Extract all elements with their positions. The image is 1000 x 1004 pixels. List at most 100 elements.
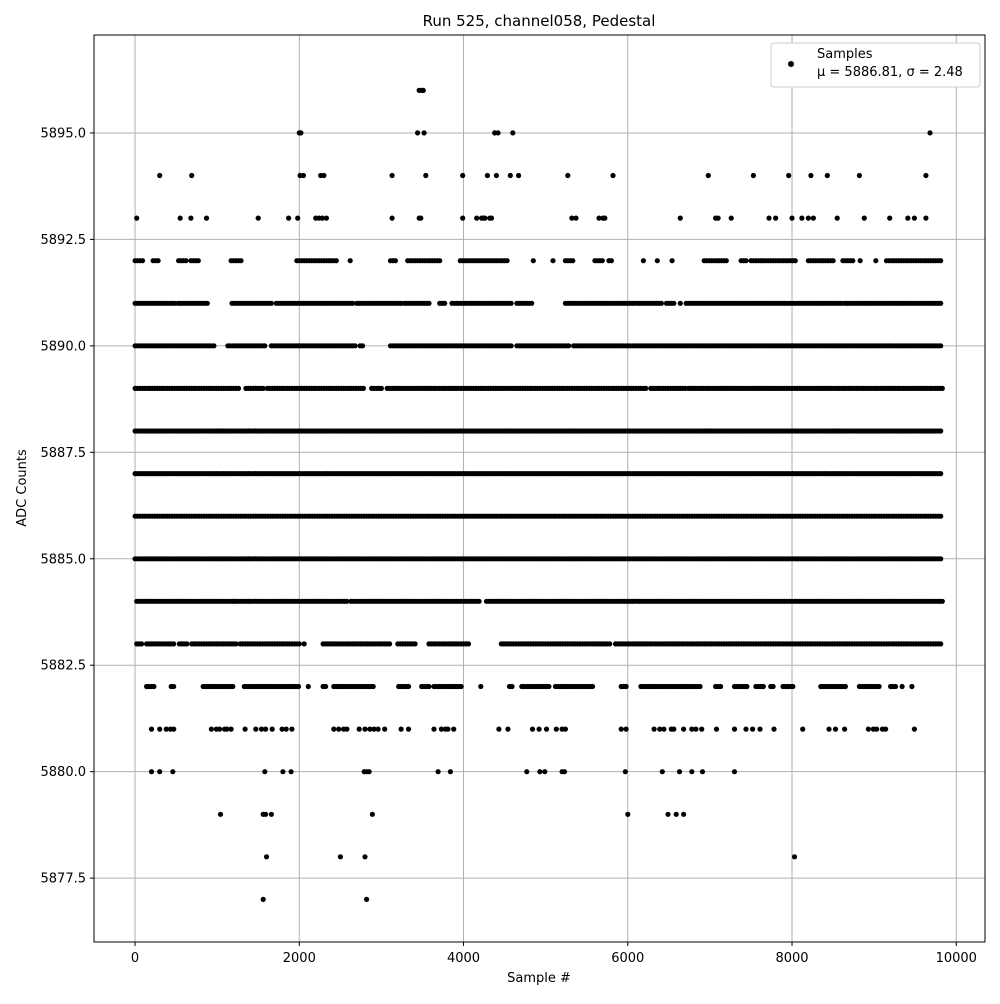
- data-point: [589, 683, 596, 690]
- plot-frame: [93, 34, 986, 943]
- legend-box: [770, 42, 981, 88]
- data-point: [482, 215, 488, 221]
- data-point: [507, 172, 513, 179]
- data-point: [728, 215, 734, 221]
- data-point: [530, 258, 536, 264]
- data-point: [157, 769, 163, 775]
- data-point: [269, 726, 275, 732]
- data-point: [622, 769, 628, 775]
- data-point: [873, 258, 879, 264]
- data-point: [366, 769, 372, 775]
- data-point: [938, 641, 944, 647]
- data-point: [435, 769, 441, 775]
- data-point: [323, 215, 329, 221]
- data-point: [697, 683, 703, 690]
- data-point: [677, 215, 683, 221]
- data-point: [224, 726, 230, 732]
- data-point: [602, 215, 608, 221]
- data-point: [659, 769, 665, 775]
- data-point: [792, 258, 798, 264]
- data-point: [389, 172, 395, 179]
- data-point: [938, 556, 944, 562]
- data-point: [460, 172, 466, 179]
- y-tick-label: 5877.5: [41, 872, 87, 887]
- y-tick-label: 5885.0: [41, 552, 87, 567]
- data-point: [892, 683, 899, 690]
- data-point: [671, 300, 677, 306]
- data-point: [420, 87, 426, 93]
- data-point: [731, 769, 738, 775]
- data-point: [625, 811, 631, 817]
- data-point: [389, 215, 395, 221]
- data-point: [496, 726, 502, 732]
- data-point: [321, 172, 327, 179]
- data-point: [618, 726, 624, 732]
- data-point: [279, 726, 285, 732]
- data-point: [771, 726, 777, 732]
- data-point: [171, 641, 177, 647]
- data-point: [344, 598, 350, 604]
- data-point: [842, 683, 849, 690]
- data-point: [493, 172, 499, 179]
- data-point: [665, 811, 671, 817]
- data-point: [805, 215, 812, 221]
- data-point: [542, 769, 548, 775]
- data-point: [681, 811, 687, 817]
- data-point: [570, 258, 576, 264]
- data-point: [524, 769, 530, 775]
- data-point: [283, 726, 289, 732]
- data-point: [465, 641, 472, 647]
- data-point: [171, 683, 177, 690]
- data-point: [623, 683, 629, 690]
- legend-stats-samples: μ = 5886.81, σ = 2.48: [817, 65, 963, 80]
- data-point: [842, 726, 848, 732]
- data-point: [298, 130, 304, 136]
- data-point: [723, 258, 729, 264]
- data-point: [546, 683, 552, 690]
- data-point: [188, 215, 194, 221]
- data-point: [211, 343, 217, 349]
- data-point: [263, 726, 269, 732]
- data-point: [608, 258, 615, 264]
- data-point: [488, 215, 495, 221]
- y-tick-label: 5895.0: [41, 126, 87, 141]
- data-point: [268, 300, 274, 306]
- data-point: [217, 726, 223, 732]
- data-point: [203, 215, 210, 221]
- data-point: [184, 641, 190, 647]
- data-point: [786, 172, 792, 179]
- data-point: [750, 172, 757, 179]
- data-point: [286, 215, 292, 221]
- data-point: [569, 215, 575, 221]
- data-point: [235, 385, 242, 391]
- data-point: [939, 385, 945, 391]
- data-point: [189, 172, 195, 179]
- data-point: [830, 258, 836, 264]
- data-point: [509, 683, 515, 690]
- data-point: [689, 726, 695, 732]
- data-point: [789, 215, 795, 221]
- data-point: [260, 896, 266, 903]
- data-point: [195, 258, 201, 264]
- data-point: [347, 258, 353, 264]
- data-point: [876, 683, 882, 690]
- data-point: [757, 726, 763, 732]
- data-point: [938, 343, 944, 349]
- data-point: [369, 811, 375, 817]
- data-point: [529, 300, 535, 306]
- data-point: [923, 215, 929, 221]
- data-point: [658, 300, 665, 306]
- data-point: [673, 811, 679, 817]
- data-point: [938, 258, 944, 264]
- y-tick-label: 5892.5: [41, 233, 87, 248]
- data-point: [834, 215, 840, 221]
- data-point: [911, 215, 918, 221]
- data-point: [230, 683, 236, 690]
- data-point: [447, 769, 453, 775]
- data-point: [139, 258, 146, 264]
- data-point: [677, 300, 683, 306]
- data-point: [331, 726, 337, 732]
- data-point: [850, 258, 856, 264]
- data-point: [705, 172, 711, 179]
